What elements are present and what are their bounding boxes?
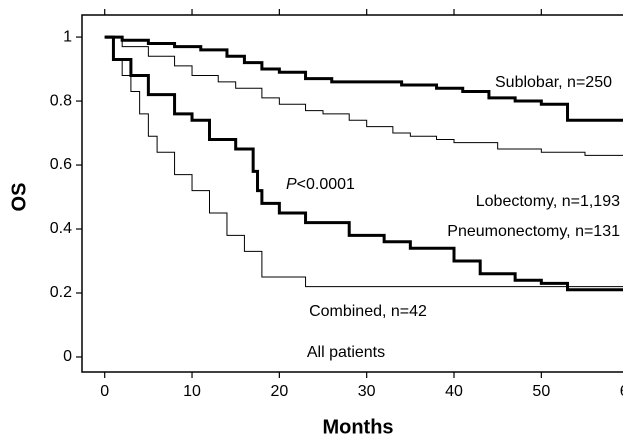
annotation: All patients [307, 344, 385, 361]
series-label: Pneumonectomy, n=131 [447, 223, 620, 240]
annotation-italic: P [286, 176, 297, 193]
y-tick-label: 0.4 [50, 220, 72, 237]
x-tick-label: 60 [620, 383, 623, 400]
y-tick-label: 0 [63, 348, 72, 365]
y-axis-label: OS [8, 183, 30, 212]
y-tick-label: 1 [63, 28, 72, 45]
survival-curve [104, 36, 623, 156]
series-label: Lobectomy, n=1,193 [476, 193, 620, 210]
x-tick-label: 30 [358, 383, 376, 400]
survival-curve [104, 35, 623, 122]
series-label: Sublobar, n=250 [495, 74, 612, 91]
x-tick-label: 10 [183, 383, 201, 400]
x-axis-label: Months [322, 416, 393, 438]
y-tick-label: 0.6 [50, 156, 72, 173]
annotation: P<0.0001 [286, 176, 355, 193]
y-tick-label: 0.8 [50, 92, 72, 109]
annotation-text: All patients [307, 344, 385, 361]
x-tick-label: 0 [100, 383, 109, 400]
survival-curve [104, 35, 623, 292]
x-tick-label: 20 [270, 383, 288, 400]
axis-frame [81, 14, 623, 373]
x-tick-label: 40 [445, 383, 463, 400]
survival-curve [104, 36, 623, 288]
series-label: Combined, n=42 [309, 303, 427, 320]
x-tick-label: 50 [532, 383, 550, 400]
y-tick-label: 0.2 [50, 284, 72, 301]
annotation-text: <0.0001 [297, 176, 355, 193]
